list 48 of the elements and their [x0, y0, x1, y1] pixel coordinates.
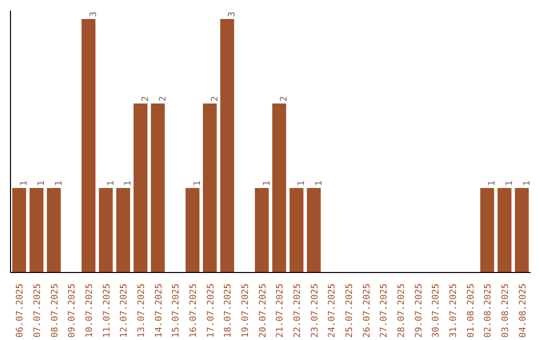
data-label: 1 [297, 180, 307, 186]
x-tick-label: 26.07.2025 [362, 283, 372, 338]
data-label: 1 [488, 180, 498, 186]
x-tick-label: 15.07.2025 [172, 283, 182, 338]
x-tick-label: 11.07.2025 [102, 283, 112, 338]
x-tick-label: 20.07.2025 [258, 283, 268, 338]
data-label: 1 [522, 180, 532, 186]
x-tick-label: 24.07.2025 [328, 283, 338, 338]
data-label: 1 [262, 180, 272, 186]
data-label: 3 [89, 12, 99, 17]
data-label: 1 [505, 180, 515, 186]
x-tick-label: 16.07.2025 [189, 283, 199, 338]
x-tick-label: 13.07.2025 [137, 283, 147, 338]
x-tick-label: 31.07.2025 [449, 283, 459, 338]
x-tick-label: 29.07.2025 [414, 283, 424, 338]
x-tick-label: 07.07.2025 [33, 283, 43, 338]
data-label: 2 [141, 96, 151, 102]
data-label: 3 [228, 12, 238, 17]
x-tick-label: 08.07.2025 [50, 283, 60, 338]
data-label: 1 [314, 180, 324, 186]
x-tick-label: 09.07.2025 [68, 283, 78, 338]
x-tick-label: 14.07.2025 [154, 283, 164, 338]
x-tick-label: 17.07.2025 [206, 283, 216, 338]
x-tick-label: 19.07.2025 [241, 283, 251, 338]
x-tick-label: 22.07.2025 [293, 283, 303, 338]
data-label: 2 [158, 96, 168, 102]
x-tick-label: 03.08.2025 [501, 283, 511, 338]
x-tick-label: 21.07.2025 [276, 283, 286, 338]
x-tick-label: 04.08.2025 [518, 283, 528, 338]
x-tick-label: 10.07.2025 [85, 283, 95, 338]
x-tick-label: 02.08.2025 [484, 283, 494, 338]
data-label: 1 [106, 180, 116, 186]
x-tick-label: 06.07.2025 [16, 283, 26, 338]
x-tick-label: 30.07.2025 [432, 283, 442, 338]
x-tick-label: 23.07.2025 [310, 283, 320, 338]
data-label: 1 [37, 180, 47, 186]
x-tick-label: 27.07.2025 [380, 283, 390, 338]
data-label: 2 [280, 96, 290, 102]
x-tick-label: 18.07.2025 [224, 283, 234, 338]
data-label: 1 [193, 180, 203, 186]
data-label: 2 [210, 96, 220, 102]
x-tick-label: 01.08.2025 [466, 283, 476, 338]
x-tick-label: 25.07.2025 [345, 283, 355, 338]
data-label: 1 [20, 180, 30, 186]
data-label: 1 [54, 180, 64, 186]
x-tick-label: 12.07.2025 [120, 283, 130, 338]
data-label: 1 [124, 180, 134, 186]
x-tick-label: 28.07.2025 [397, 283, 407, 338]
